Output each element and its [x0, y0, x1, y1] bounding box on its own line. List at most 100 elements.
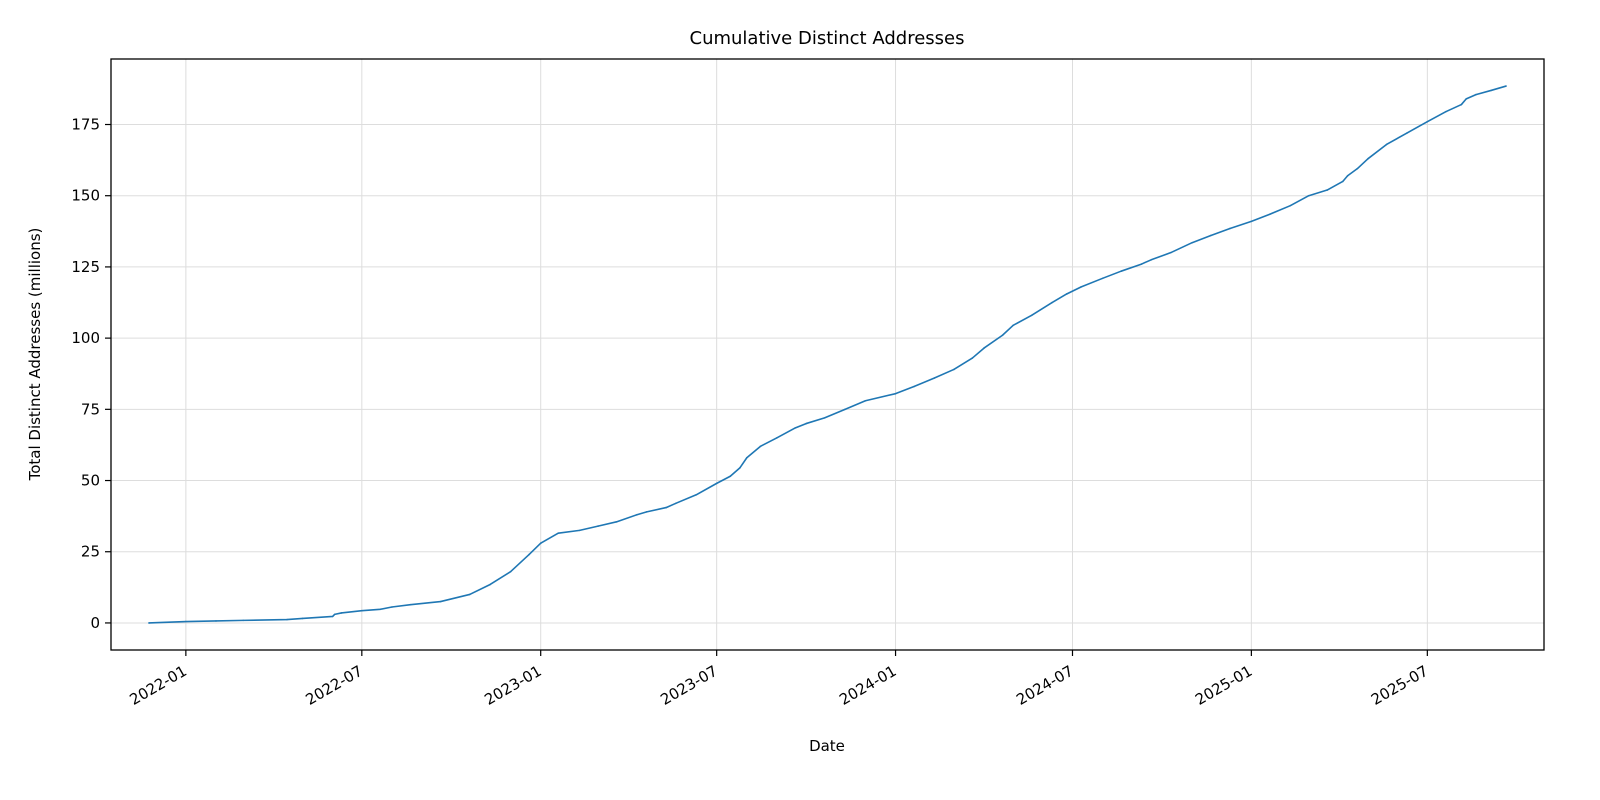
x-tick-label: 2024-01: [836, 662, 899, 709]
data-point: [715, 482, 718, 485]
x-tick-label: 2022-07: [303, 662, 366, 709]
data-point: [1140, 263, 1143, 265]
y-tick-label: 125: [71, 258, 100, 276]
data-point: [1367, 157, 1369, 160]
data-point: [1356, 167, 1359, 170]
data-point: [971, 357, 974, 359]
data-point: [1341, 180, 1344, 183]
y-tick-label: 0: [90, 614, 100, 632]
y-tick-label: 75: [81, 400, 100, 418]
y-axis: 0 25 50 75 100 125 150 175: [71, 116, 111, 632]
data-point: [645, 511, 648, 513]
data-point: [1505, 85, 1507, 87]
data-point: [1289, 204, 1292, 207]
y-tick-label: 100: [71, 329, 100, 347]
data-point: [1475, 93, 1477, 96]
data-point: [933, 377, 936, 379]
series-layer: [148, 85, 1507, 624]
data-point: [983, 347, 985, 349]
data-point: [1169, 251, 1172, 254]
y-axis-label: Total Distinct Addresses (millions): [26, 228, 44, 482]
plot-frame: [110, 58, 1545, 651]
x-tick-label: 2023-01: [481, 662, 544, 709]
data-point: [665, 506, 667, 509]
data-point: [1426, 120, 1429, 123]
data-point: [215, 620, 217, 622]
data-point: [1465, 98, 1468, 100]
data-point: [1012, 324, 1014, 327]
x-tick-label: 2023-07: [657, 662, 720, 709]
data-point: [539, 542, 542, 544]
data-point: [675, 502, 677, 505]
data-point: [391, 606, 393, 608]
data-point: [913, 385, 915, 388]
data-point: [1490, 89, 1493, 92]
x-tick-label: 2025-07: [1368, 662, 1431, 709]
data-point: [894, 392, 897, 395]
chart-title: Cumulative Distinct Addresses: [690, 28, 965, 49]
data-point: [844, 408, 846, 411]
data-point: [409, 603, 412, 606]
data-point: [468, 593, 471, 596]
data-point: [1065, 293, 1068, 295]
data-point: [1460, 103, 1463, 106]
data-point: [1250, 220, 1253, 223]
data-point: [331, 615, 334, 618]
data-point: [1385, 143, 1388, 146]
data-point: [489, 583, 491, 586]
data-point: [361, 609, 363, 612]
data-point: [953, 368, 955, 371]
data-point: [794, 427, 797, 429]
data-point: [746, 456, 748, 459]
data-point: [823, 417, 826, 419]
data-point: [1406, 132, 1408, 134]
data-point: [695, 493, 698, 496]
data-point: [578, 529, 581, 532]
data-point: [739, 466, 741, 469]
y-tick-label: 150: [71, 187, 100, 205]
data-point: [1120, 270, 1122, 272]
data-point: [1445, 110, 1447, 113]
data-point: [557, 532, 559, 535]
data-point: [1080, 286, 1083, 288]
data-point: [1191, 241, 1193, 244]
y-tick-label: 50: [81, 472, 100, 490]
data-point: [379, 608, 382, 611]
data-point: [1209, 234, 1212, 237]
data-point: [528, 553, 530, 556]
data-point: [1001, 334, 1004, 337]
series-line: [148, 85, 1507, 624]
y-tick-label: 25: [81, 543, 100, 561]
data-point: [1326, 189, 1328, 191]
x-axis-label: Date: [809, 737, 845, 755]
x-axis: 2022-01 2022-07 2023-01 2023-07 2024-01 2024-…: [127, 650, 1431, 709]
y-tick-label: 175: [71, 116, 100, 134]
data-point: [776, 437, 778, 439]
data-point: [301, 617, 304, 620]
data-point: [1346, 174, 1349, 177]
data-point: [1101, 277, 1104, 280]
data-point: [286, 618, 288, 621]
data-point: [185, 620, 187, 623]
data-point: [340, 612, 343, 614]
data-point: [805, 422, 807, 425]
data-point: [509, 570, 512, 573]
data-point: [1051, 301, 1053, 304]
data-point: [333, 613, 336, 616]
data-point: [1030, 314, 1033, 317]
data-point: [1307, 194, 1310, 197]
x-tick-label: 2022-01: [127, 662, 190, 709]
data-point: [759, 445, 762, 448]
data-point: [597, 525, 599, 527]
data-point: [242, 619, 245, 622]
x-tick-label: 2025-01: [1192, 662, 1255, 709]
data-point: [439, 600, 442, 603]
grid: [111, 59, 1544, 650]
data-point: [1150, 259, 1153, 261]
data-point: [864, 399, 867, 402]
data-point: [615, 521, 618, 523]
data-point: [1269, 213, 1271, 216]
data-point: [636, 513, 638, 516]
x-tick-label: 2024-07: [1013, 662, 1076, 709]
